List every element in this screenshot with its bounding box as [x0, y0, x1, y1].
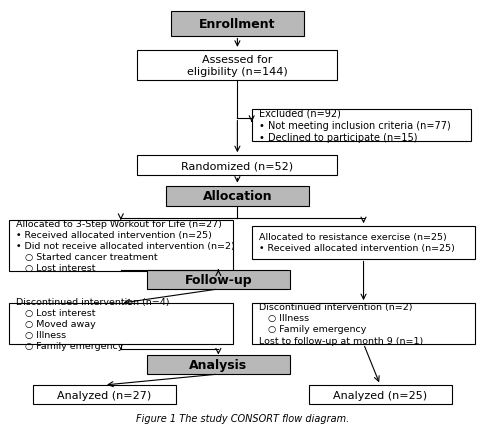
FancyBboxPatch shape [138, 51, 338, 81]
Text: Follow-up: Follow-up [184, 273, 252, 286]
Text: Excluded (n=92)
• Not meeting inclusion criteria (n=77)
• Declined to participat: Excluded (n=92) • Not meeting inclusion … [259, 108, 450, 143]
FancyBboxPatch shape [138, 156, 338, 176]
FancyBboxPatch shape [171, 12, 304, 37]
FancyBboxPatch shape [252, 109, 470, 142]
Text: Allocated to resistance exercise (n=25)
• Received allocated intervention (n=25): Allocated to resistance exercise (n=25) … [259, 233, 454, 253]
Text: Analyzed (n=27): Analyzed (n=27) [57, 390, 151, 400]
FancyBboxPatch shape [309, 385, 452, 405]
Text: Enrollment: Enrollment [199, 18, 276, 31]
Text: Discontinued intervention (n=2)
   ○ Illness
   ○ Family emergency
Lost to follo: Discontinued intervention (n=2) ○ Illnes… [259, 302, 423, 345]
Text: Allocated to 3-Step Workout for Life (n=27)
• Received allocated intervention (n: Allocated to 3-Step Workout for Life (n=… [16, 219, 235, 273]
Text: Analysis: Analysis [190, 358, 248, 371]
Text: Analyzed (n=25): Analyzed (n=25) [333, 390, 428, 400]
FancyBboxPatch shape [166, 186, 309, 206]
FancyBboxPatch shape [252, 227, 476, 259]
Text: Discontinued intervention (n=4)
   ○ Lost interest
   ○ Moved away
   ○ Illness
: Discontinued intervention (n=4) ○ Lost i… [16, 297, 170, 350]
FancyBboxPatch shape [9, 303, 232, 344]
FancyBboxPatch shape [147, 270, 290, 289]
FancyBboxPatch shape [32, 385, 176, 405]
FancyBboxPatch shape [147, 355, 290, 374]
Text: Figure 1 The study CONSORT flow diagram.: Figure 1 The study CONSORT flow diagram. [136, 413, 349, 423]
Text: Randomized (n=52): Randomized (n=52) [182, 161, 294, 171]
FancyBboxPatch shape [9, 221, 232, 271]
FancyBboxPatch shape [252, 303, 476, 344]
Text: Allocation: Allocation [202, 190, 272, 203]
Text: Assessed for
eligibility (n=144): Assessed for eligibility (n=144) [187, 55, 288, 77]
